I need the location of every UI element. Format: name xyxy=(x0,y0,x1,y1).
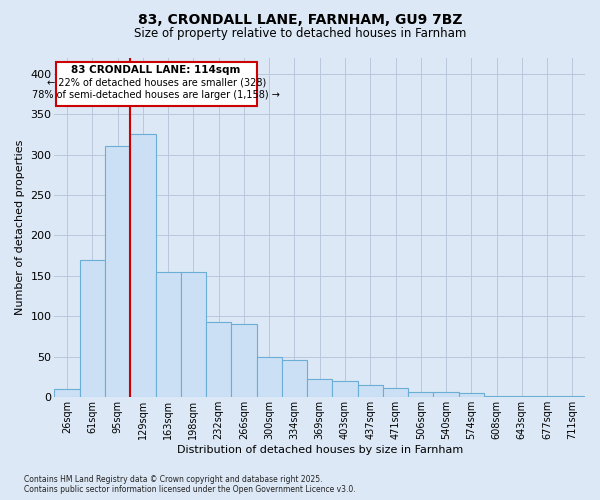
Bar xyxy=(332,381,358,398)
Text: Size of property relative to detached houses in Farnham: Size of property relative to detached ho… xyxy=(134,28,466,40)
Bar xyxy=(458,393,484,398)
Text: 83 CRONDALL LANE: 114sqm: 83 CRONDALL LANE: 114sqm xyxy=(71,65,241,75)
Bar xyxy=(282,360,307,398)
Bar xyxy=(257,357,282,398)
Bar xyxy=(307,380,332,398)
FancyBboxPatch shape xyxy=(56,62,257,106)
Bar xyxy=(509,396,535,398)
Bar xyxy=(155,272,181,398)
X-axis label: Distribution of detached houses by size in Farnham: Distribution of detached houses by size … xyxy=(176,445,463,455)
Bar xyxy=(105,146,130,398)
Text: 78% of semi-detached houses are larger (1,158) →: 78% of semi-detached houses are larger (… xyxy=(32,90,280,100)
Y-axis label: Number of detached properties: Number of detached properties xyxy=(15,140,25,315)
Bar xyxy=(55,389,80,398)
Bar xyxy=(535,396,560,398)
Text: 83, CRONDALL LANE, FARNHAM, GU9 7BZ: 83, CRONDALL LANE, FARNHAM, GU9 7BZ xyxy=(138,12,462,26)
Bar xyxy=(560,396,585,398)
Bar xyxy=(484,396,509,398)
Bar xyxy=(433,392,458,398)
Bar xyxy=(80,260,105,398)
Bar xyxy=(383,388,408,398)
Text: ← 22% of detached houses are smaller (328): ← 22% of detached houses are smaller (32… xyxy=(47,78,266,88)
Bar xyxy=(181,272,206,398)
Bar xyxy=(358,385,383,398)
Bar xyxy=(130,134,155,398)
Bar xyxy=(206,322,232,398)
Bar xyxy=(232,324,257,398)
Bar xyxy=(408,392,433,398)
Text: Contains HM Land Registry data © Crown copyright and database right 2025.
Contai: Contains HM Land Registry data © Crown c… xyxy=(24,474,356,494)
